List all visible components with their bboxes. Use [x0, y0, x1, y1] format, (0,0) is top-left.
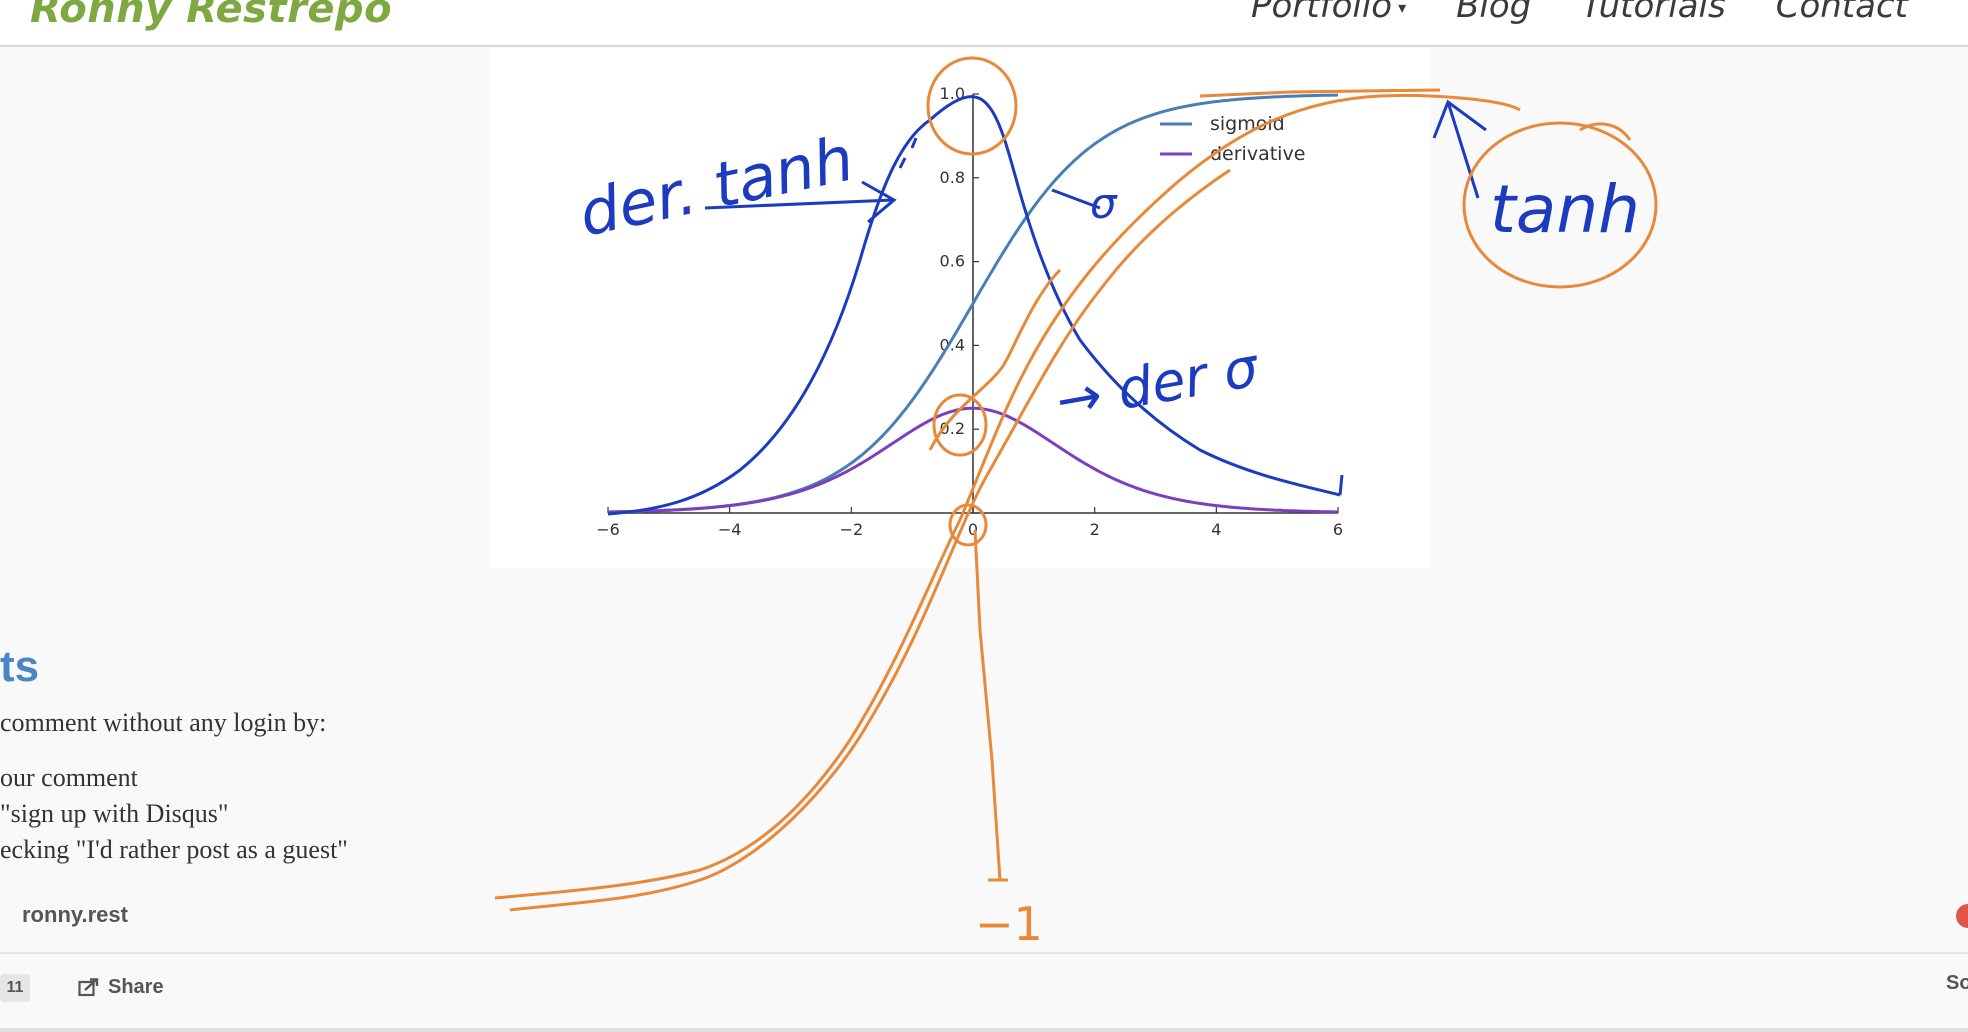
pen-stroke: [973, 529, 1002, 881]
list-item: our comment: [0, 763, 138, 792]
comments-steps-list: our comment "sign up with Disqus" ecking…: [0, 760, 348, 868]
sort-dropdown[interactable]: So: [1946, 972, 1968, 994]
nav-link-contact[interactable]: Contact: [1775, 0, 1908, 26]
legend-label-sigmoid: sigmoid: [1210, 113, 1285, 135]
x-tick-label: −2: [840, 520, 864, 539]
comment-count-badge[interactable]: 11: [0, 974, 30, 1002]
minus-one-annotation: −1: [975, 878, 1043, 951]
share-button[interactable]: Share: [78, 972, 164, 1002]
x-tick-label: 0: [968, 520, 978, 539]
share-label: Share: [108, 975, 164, 998]
notification-icon[interactable]: [1956, 904, 1968, 928]
x-tick-label: 2: [1090, 520, 1100, 539]
nav-links: Portfolio ▾ Blog Tutorials Contact: [1251, 0, 1908, 26]
sigmoid-chart-figure: −6 −4 −2 0 2 4 6 0.2 0.4 0.6 0.8 1.0 sigmoid derivat…: [490, 48, 1430, 568]
top-navbar: Ronny Restrepo Portfolio ▾ Blog Tutorials…: [0, 0, 1968, 47]
tanh-label: tanh: [1490, 171, 1640, 248]
share-icon: [78, 978, 99, 997]
nav-link-portfolio[interactable]: Portfolio ▾: [1251, 0, 1406, 26]
list-item: ecking "I'd rather post as a guest": [0, 835, 348, 864]
nav-link-portfolio-label: Portfolio: [1250, 0, 1393, 26]
nav-link-blog[interactable]: Blog: [1456, 0, 1532, 26]
x-tick-label: 6: [1333, 520, 1343, 539]
nav-link-tutorials[interactable]: Tutorials: [1581, 0, 1726, 26]
site-brand-logo[interactable]: Ronny Restrepo: [30, 0, 393, 32]
y-tick-label: 0.8: [940, 168, 965, 187]
x-tick-label: −4: [718, 520, 742, 539]
y-tick-label: 0.6: [940, 252, 965, 271]
chevron-down-icon: ▾: [1398, 0, 1407, 17]
comments-heading: ts: [0, 642, 40, 691]
tanh-label-circle: [1462, 121, 1658, 289]
disqus-site-name[interactable]: ronny.rest: [22, 902, 128, 927]
comments-intro: comment without any login by:: [0, 708, 327, 737]
list-item: "sign up with Disqus": [0, 799, 229, 828]
y-tick-label: 0.2: [940, 419, 965, 438]
pen-stroke: [1579, 122, 1632, 141]
minus-one-label: −1: [975, 897, 1043, 951]
y-tick-label: 1.0: [940, 84, 965, 103]
tanh-annotation: tanh: [1432, 99, 1640, 248]
comments-divider: [0, 952, 1968, 954]
chart-legend: sigmoid derivative: [1160, 113, 1305, 165]
x-tick-label: −6: [596, 520, 620, 539]
bottom-strip: [0, 1028, 1968, 1032]
sigmoid-chart: −6 −4 −2 0 2 4 60.20.40.60.81.0 sigmoidderivat…: [596, 84, 1343, 539]
x-tick-label: 4: [1211, 520, 1221, 539]
legend-label-derivative: derivative: [1210, 143, 1305, 165]
